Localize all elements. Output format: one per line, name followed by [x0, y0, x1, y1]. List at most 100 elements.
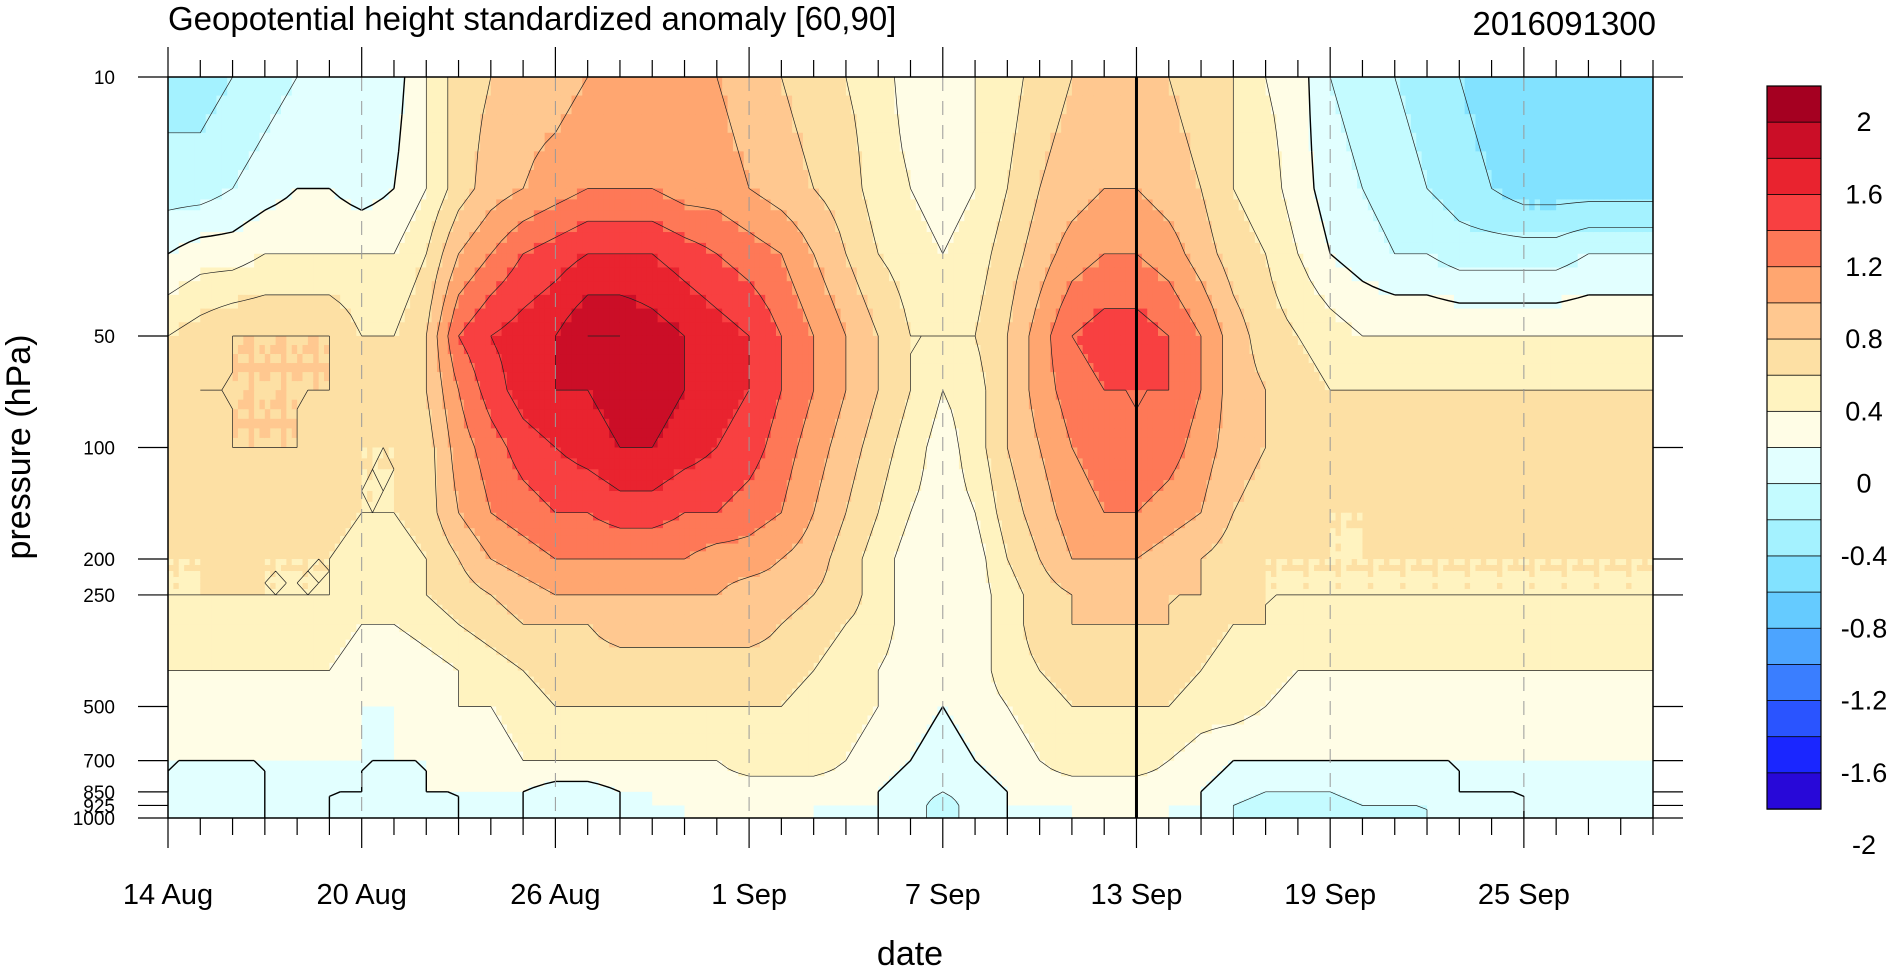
- contour-cell: [604, 189, 610, 200]
- contour-cell: [1319, 295, 1325, 309]
- contour-cell: [1050, 210, 1056, 221]
- contour-cell: [991, 281, 997, 295]
- contour-cell: [1459, 114, 1465, 133]
- contour-cell: [1206, 210, 1212, 221]
- contour-cell: [690, 210, 696, 221]
- contour-cell: [1610, 322, 1616, 336]
- contour-cell: [1174, 77, 1180, 96]
- contour-cell: [1438, 96, 1444, 115]
- contour-cell: [378, 232, 384, 243]
- contour-cell: [1470, 96, 1476, 115]
- contour-cell: [1061, 77, 1067, 96]
- contour-cell: [1206, 77, 1212, 96]
- contour-cell: [943, 133, 949, 152]
- contour-cell: [1110, 243, 1116, 254]
- contour-cell: [668, 199, 674, 210]
- contour-cell: [873, 189, 879, 200]
- contour-cell: [841, 77, 847, 96]
- contour-cell: [534, 151, 540, 170]
- contour-cell: [469, 96, 475, 115]
- contour-cell: [754, 114, 760, 133]
- contour-cell: [1153, 96, 1159, 115]
- contour-cell: [1309, 243, 1315, 254]
- contour-cell: [905, 232, 911, 243]
- contour-cell: [502, 295, 508, 309]
- contour-cell: [1373, 96, 1379, 115]
- contour-cell: [1007, 267, 1013, 281]
- contour-cell: [835, 77, 841, 96]
- contour-cell: [867, 189, 873, 200]
- contour-cell: [475, 189, 481, 200]
- contour-cell: [222, 295, 228, 309]
- contour-cell: [507, 322, 513, 336]
- contour-cell: [798, 114, 804, 133]
- contour-cell: [286, 199, 292, 210]
- contour-cell: [227, 322, 233, 336]
- contour-cell: [1180, 210, 1186, 221]
- contour-cell: [286, 96, 292, 115]
- contour-cell: [846, 322, 852, 336]
- contour-cell: [1163, 114, 1169, 133]
- contour-cell: [615, 199, 621, 210]
- contour-cell: [561, 77, 567, 96]
- contour-cell: [1411, 170, 1417, 189]
- contour-cell: [572, 151, 578, 170]
- contour-cell: [1212, 77, 1218, 96]
- contour-cell: [1115, 210, 1121, 221]
- contour-cell: [620, 189, 626, 200]
- contour-cell: [346, 295, 352, 309]
- contour-cell: [453, 199, 459, 210]
- contour-cell: [894, 243, 900, 254]
- contour-cell: [1088, 254, 1094, 268]
- contour-cell: [884, 96, 890, 115]
- contour-cell: [954, 232, 960, 243]
- contour-cell: [1255, 281, 1261, 295]
- contour-cell: [1088, 96, 1094, 115]
- contour-cell: [265, 170, 271, 189]
- contour-cell: [846, 170, 852, 189]
- contour-cell: [485, 189, 491, 200]
- contour-cell: [1379, 322, 1385, 336]
- contour-cell: [1158, 295, 1164, 309]
- contour-cell: [1217, 77, 1223, 96]
- contour-cell: [1072, 267, 1078, 281]
- contour-cell: [173, 295, 179, 309]
- contour-cell: [1599, 281, 1605, 295]
- contour-cell: [1551, 77, 1557, 96]
- contour-cell: [1497, 77, 1503, 96]
- contour-cell: [593, 254, 599, 268]
- contour-cell: [1018, 221, 1024, 232]
- contour-cell: [588, 309, 594, 323]
- contour-cell: [1233, 232, 1239, 243]
- contour-cell: [1481, 309, 1487, 323]
- contour-cell: [1594, 77, 1600, 96]
- contour-cell: [179, 281, 185, 295]
- contour-cell: [1185, 243, 1191, 254]
- contour-cell: [588, 232, 594, 243]
- contour-cell: [733, 189, 739, 200]
- contour-cell: [1475, 295, 1481, 309]
- contour-cell: [997, 170, 1003, 189]
- contour-cell: [1088, 221, 1094, 232]
- contour-cell: [625, 133, 631, 152]
- contour-cell: [518, 295, 524, 309]
- contour-cell: [1061, 199, 1067, 210]
- contour-cell: [1481, 189, 1487, 200]
- contour-cell: [733, 199, 739, 210]
- contour-cell: [297, 96, 303, 115]
- contour-cell: [190, 363, 196, 373]
- contour-cell: [1502, 96, 1508, 115]
- contour-cell: [765, 170, 771, 189]
- contour-cell: [512, 170, 518, 189]
- contour-cell: [1169, 267, 1175, 281]
- contour-cell: [798, 210, 804, 221]
- contour-cell: [1562, 210, 1568, 221]
- contour-cell: [1018, 151, 1024, 170]
- contour-cell: [1185, 114, 1191, 133]
- contour-cell: [1449, 96, 1455, 115]
- contour-cell: [1018, 322, 1024, 336]
- contour-cell: [485, 170, 491, 189]
- contour-cell: [1255, 221, 1261, 232]
- contour-cell: [1470, 295, 1476, 309]
- contour-cell: [389, 267, 395, 281]
